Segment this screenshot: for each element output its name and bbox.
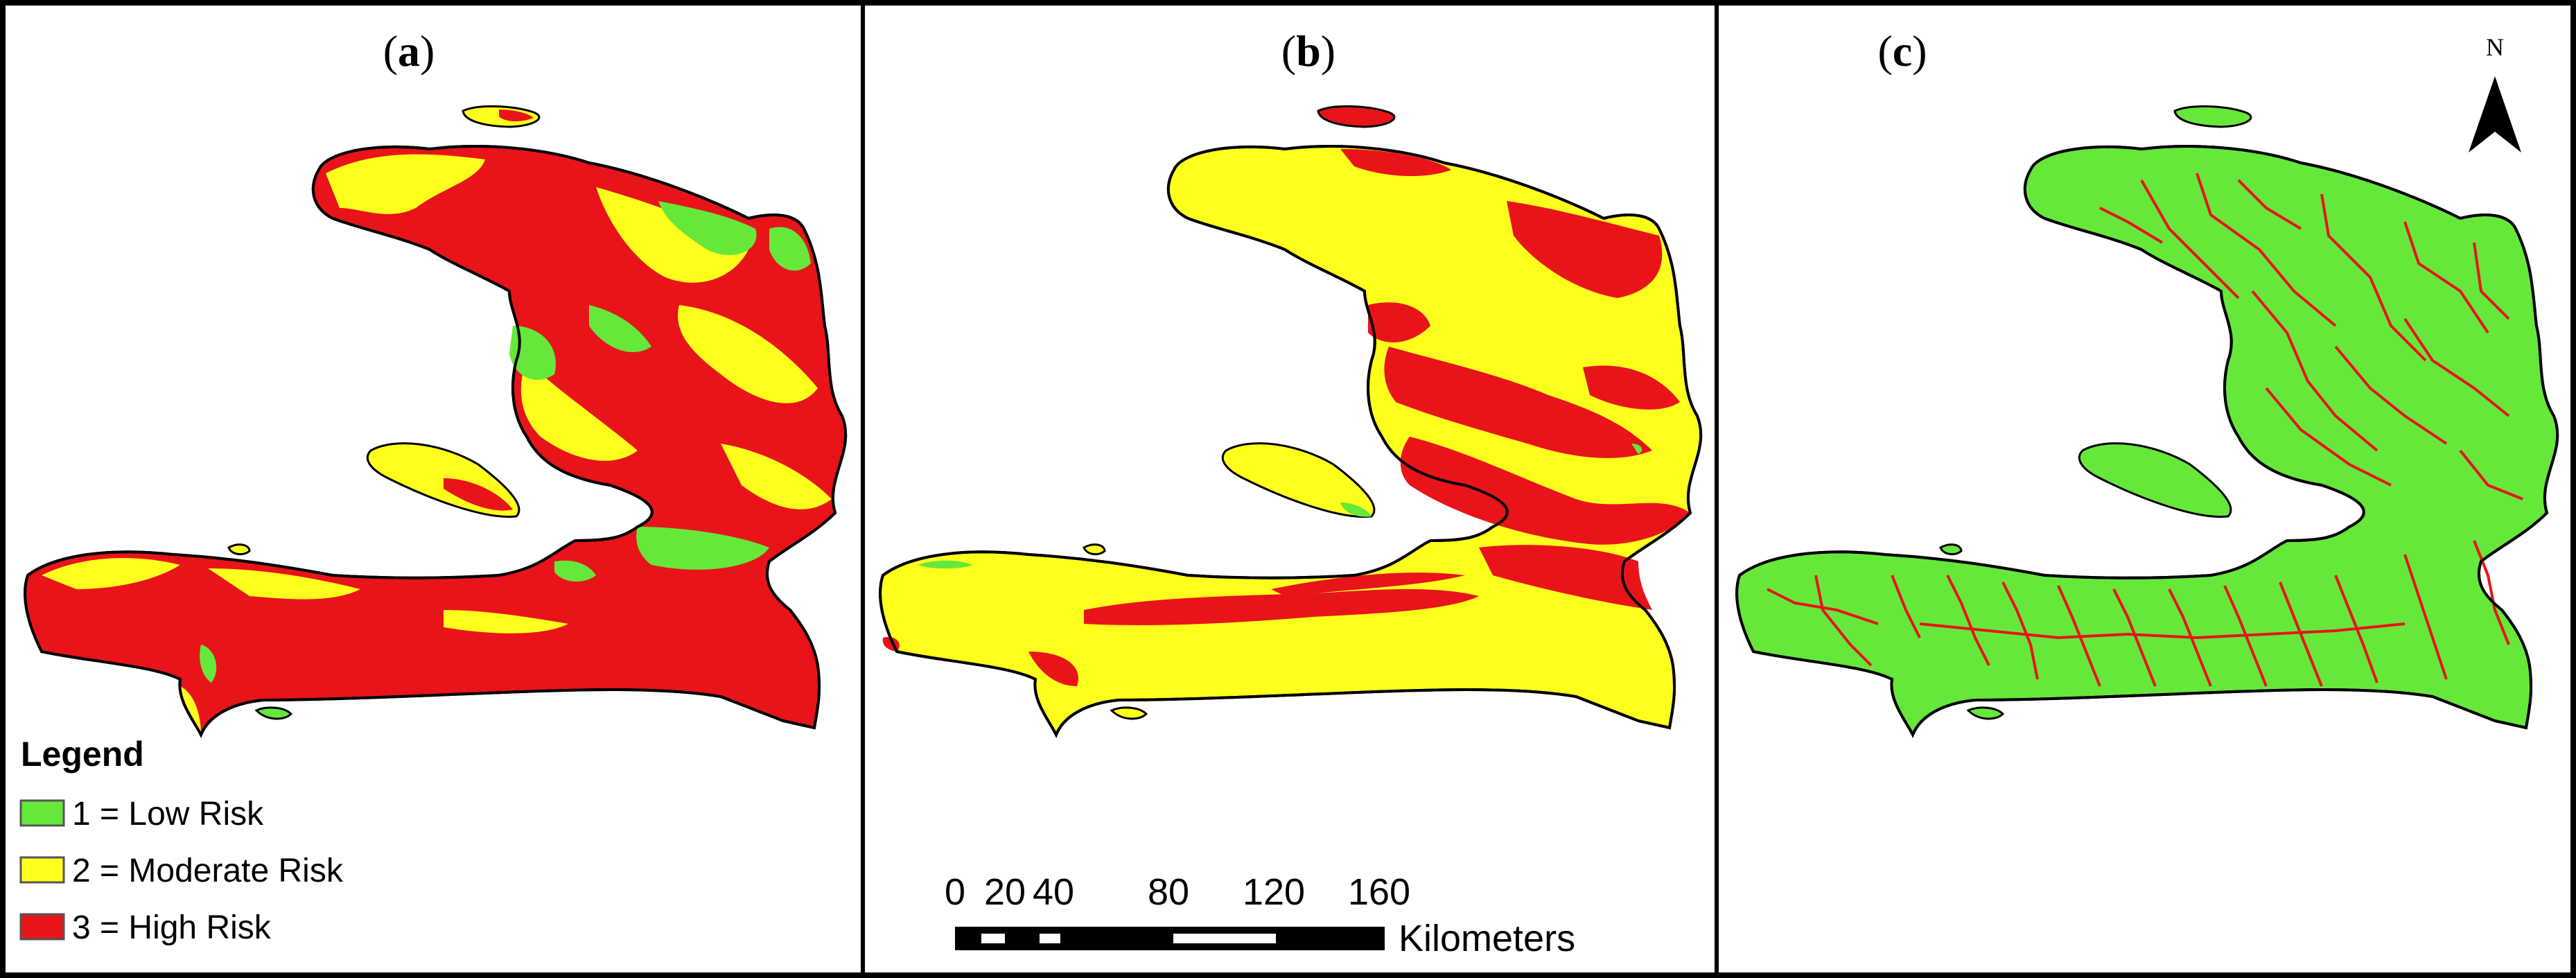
scale-tick-40: 40: [1033, 871, 1074, 913]
moderate-zone: [721, 444, 832, 509]
high-zone: [1400, 437, 1690, 545]
panel-b: (b) 0 20: [879, 26, 1703, 959]
high-zone: [1479, 545, 1652, 610]
legend-item-high: 3 = High Risk: [19, 909, 272, 946]
scale-tick-160: 160: [1348, 871, 1410, 913]
legend-label-high: 3 = High Risk: [72, 909, 272, 946]
high-risk-streams: [1767, 173, 2523, 687]
high-zone: [1340, 149, 1451, 177]
low-zone: [658, 201, 757, 256]
scale-bar-segment: [1040, 934, 1060, 943]
low-zone: [200, 645, 217, 683]
north-label: N: [2486, 33, 2504, 61]
high-zone: [499, 110, 534, 122]
legend-label-low: 1 = Low Risk: [72, 796, 264, 832]
legend-item-low: 1 = Low Risk: [19, 796, 264, 832]
high-zone: [1583, 365, 1680, 410]
low-zone: [589, 305, 651, 353]
scale-bar: 0 20 40 80 120 160 Kilometers: [945, 871, 1575, 959]
legend-item-moderate: 2 = Moderate Risk: [19, 853, 344, 889]
high-zone: [1384, 347, 1652, 458]
moderate-zone: [208, 568, 360, 600]
legend-title: Legend: [21, 735, 144, 774]
scale-bar-outline: [955, 927, 1385, 950]
low-zone: [769, 227, 811, 271]
high-zone: [1028, 652, 1078, 686]
high-zone: [1271, 573, 1465, 596]
low-zone: [554, 560, 596, 582]
high-zone: [1368, 302, 1430, 342]
low-zone: [1631, 444, 1642, 454]
scale-tick-120: 120: [1243, 871, 1305, 913]
scale-bar-segment: [1173, 934, 1276, 943]
legend-swatch-low: [19, 799, 65, 827]
legend-swatch-high: [19, 913, 65, 941]
scale-tick-20: 20: [984, 871, 1026, 913]
scale-tick-80: 80: [1148, 871, 1189, 913]
panel-a: (a): [19, 26, 848, 946]
moderate-zone: [678, 305, 818, 403]
panel-c-map: [1735, 105, 2559, 736]
panel-a-label: (a): [383, 26, 435, 76]
panel-b-map: [879, 105, 1703, 736]
legend: Legend 1 = Low Risk 2 = Moderate Risk 3 …: [19, 735, 344, 946]
low-zone: [918, 560, 973, 569]
panel-a-map: [24, 105, 848, 736]
moderate-zone: [520, 360, 638, 461]
legend-swatch-moderate: [19, 856, 65, 884]
moderate-zone: [42, 558, 180, 589]
panel-c: (c): [1735, 26, 2559, 736]
low-zone: [636, 527, 769, 570]
low-zone: [1340, 503, 1372, 517]
panel-b-label: (b): [1281, 26, 1335, 76]
legend-label-moderate: 2 = Moderate Risk: [72, 853, 344, 889]
moderate-zone: [444, 610, 568, 634]
north-arrow: N: [2469, 33, 2521, 152]
scale-tick-0: 0: [945, 871, 965, 913]
panel-c-label: (c): [1877, 26, 1927, 76]
moderate-zone: [180, 686, 201, 735]
north-arrow-icon: [2469, 76, 2521, 152]
scale-unit: Kilometers: [1399, 918, 1575, 959]
moderate-zone: [326, 154, 485, 214]
low-zone: [509, 326, 556, 381]
high-zone: [444, 478, 513, 511]
scale-bar-segment: [981, 934, 1005, 943]
high-zone: [1084, 589, 1479, 625]
high-zone: [1507, 201, 1663, 298]
moderate-zone: [596, 187, 748, 283]
